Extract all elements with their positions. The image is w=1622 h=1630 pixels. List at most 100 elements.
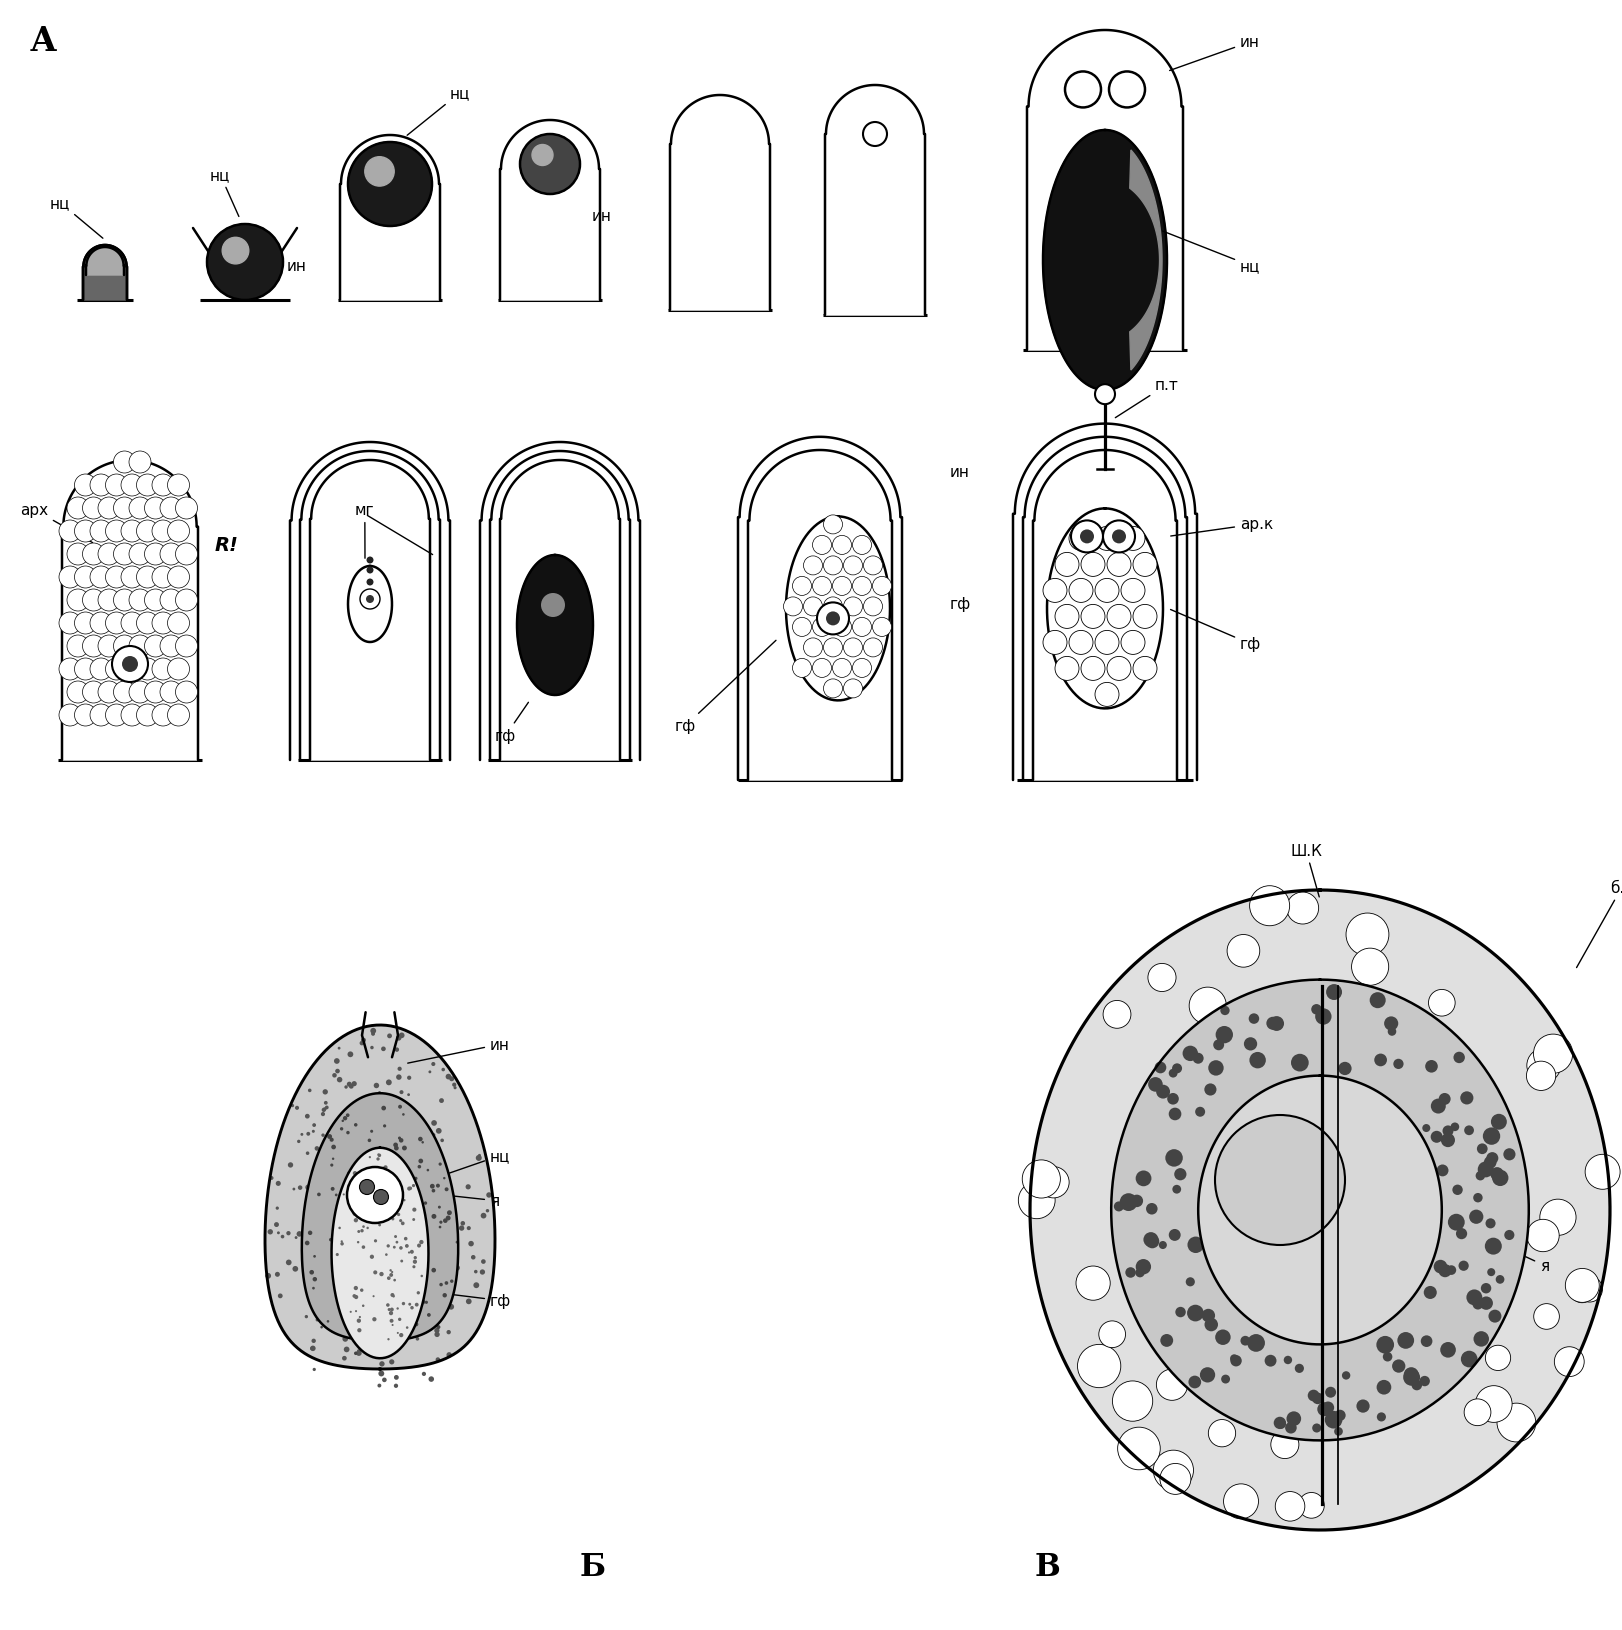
Circle shape (83, 636, 104, 657)
Circle shape (1054, 553, 1079, 577)
Circle shape (347, 1267, 352, 1271)
Circle shape (308, 1231, 313, 1236)
Circle shape (367, 557, 373, 564)
Circle shape (368, 1156, 371, 1159)
Circle shape (409, 1276, 410, 1280)
Circle shape (1135, 1170, 1152, 1187)
Circle shape (342, 1283, 347, 1286)
Circle shape (373, 1296, 375, 1297)
Circle shape (397, 1237, 401, 1240)
Circle shape (1465, 1399, 1491, 1426)
Circle shape (410, 1286, 415, 1289)
Circle shape (378, 1154, 380, 1156)
Circle shape (1504, 1149, 1515, 1161)
Circle shape (331, 1268, 334, 1271)
Circle shape (1095, 579, 1119, 603)
Circle shape (440, 1214, 446, 1221)
Circle shape (114, 636, 136, 657)
Circle shape (1356, 1400, 1369, 1413)
Circle shape (1231, 1355, 1242, 1366)
Circle shape (389, 1291, 396, 1296)
Circle shape (297, 1231, 302, 1237)
Circle shape (326, 1211, 331, 1216)
Circle shape (362, 1107, 365, 1110)
Circle shape (360, 1293, 365, 1297)
Circle shape (167, 659, 190, 681)
Circle shape (1121, 631, 1145, 655)
Circle shape (1484, 1237, 1502, 1255)
Circle shape (167, 520, 190, 543)
Circle shape (1182, 1046, 1199, 1061)
Circle shape (323, 1182, 326, 1185)
Circle shape (436, 1183, 440, 1188)
Circle shape (136, 704, 159, 727)
Circle shape (381, 1107, 386, 1110)
Circle shape (843, 598, 863, 616)
Circle shape (380, 1271, 384, 1276)
Circle shape (449, 1280, 454, 1283)
Circle shape (358, 1159, 363, 1164)
Circle shape (397, 1068, 402, 1071)
Circle shape (350, 1190, 355, 1193)
Circle shape (863, 639, 882, 657)
Circle shape (1384, 1353, 1392, 1361)
Circle shape (339, 1227, 341, 1229)
Circle shape (435, 1332, 440, 1337)
Circle shape (97, 681, 120, 704)
Circle shape (362, 1038, 367, 1043)
Circle shape (329, 1138, 334, 1143)
Circle shape (396, 1035, 402, 1042)
Circle shape (409, 1252, 410, 1253)
Circle shape (114, 544, 136, 566)
Circle shape (412, 1218, 415, 1221)
Circle shape (383, 1125, 386, 1128)
Circle shape (341, 1242, 344, 1245)
Circle shape (399, 1267, 404, 1271)
Polygon shape (62, 461, 198, 761)
Circle shape (394, 1242, 399, 1247)
Circle shape (375, 1239, 378, 1242)
Circle shape (1489, 1311, 1502, 1324)
Circle shape (114, 497, 136, 520)
Circle shape (381, 1286, 384, 1289)
Text: мг: мг (355, 502, 375, 559)
Circle shape (853, 536, 871, 556)
Circle shape (360, 1195, 367, 1200)
Polygon shape (500, 121, 600, 302)
Circle shape (337, 1077, 342, 1082)
Circle shape (1173, 1185, 1181, 1193)
Circle shape (1486, 1345, 1510, 1371)
Circle shape (853, 659, 871, 678)
Circle shape (376, 1218, 380, 1222)
Circle shape (297, 1139, 300, 1143)
Polygon shape (1111, 980, 1530, 1441)
Circle shape (422, 1250, 425, 1253)
Circle shape (305, 1253, 310, 1258)
Circle shape (1554, 1346, 1585, 1377)
Circle shape (824, 639, 842, 657)
Circle shape (362, 1236, 365, 1239)
Circle shape (453, 1082, 456, 1087)
Circle shape (410, 1209, 414, 1214)
Circle shape (443, 1219, 448, 1222)
Circle shape (334, 1245, 336, 1249)
Circle shape (480, 1213, 487, 1219)
Circle shape (438, 1226, 441, 1229)
Polygon shape (1033, 452, 1178, 781)
Circle shape (370, 1130, 373, 1133)
Circle shape (407, 1245, 409, 1249)
Circle shape (803, 556, 822, 575)
Circle shape (414, 1322, 418, 1327)
Circle shape (386, 1304, 389, 1307)
Circle shape (1148, 1077, 1163, 1092)
Circle shape (1461, 1351, 1478, 1368)
Circle shape (394, 1376, 399, 1381)
Circle shape (360, 1144, 362, 1148)
Circle shape (401, 1131, 406, 1136)
Circle shape (344, 1086, 347, 1089)
Circle shape (347, 1082, 352, 1087)
Circle shape (350, 1311, 352, 1314)
Circle shape (401, 1222, 404, 1226)
Circle shape (67, 681, 89, 704)
Circle shape (308, 1089, 311, 1092)
